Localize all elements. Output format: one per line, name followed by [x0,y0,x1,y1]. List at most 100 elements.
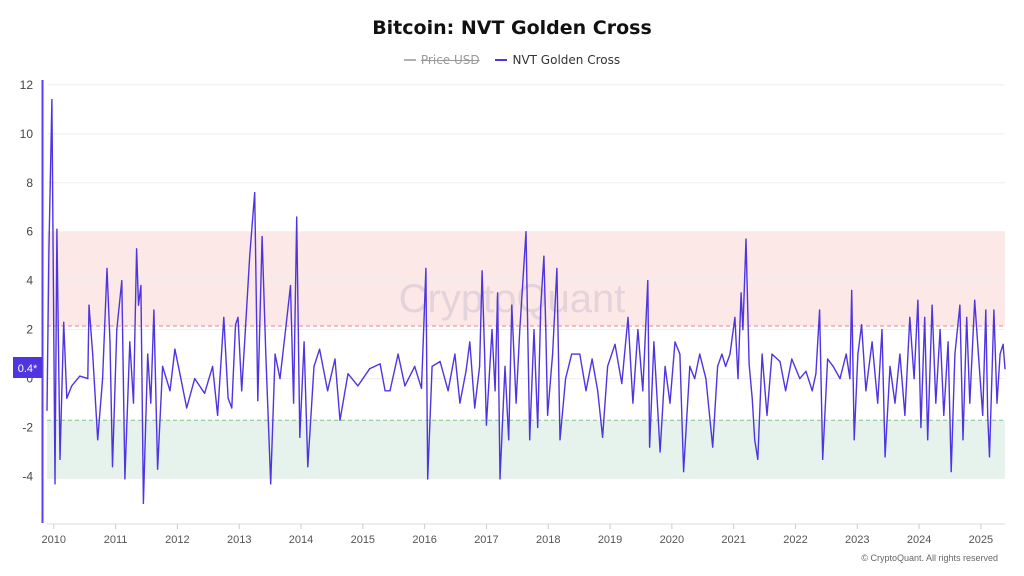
data-point [161,365,164,367]
data-point [485,424,488,426]
data-point [204,392,206,394]
data-point [585,390,587,392]
data-point [56,228,58,230]
data-point [212,365,214,367]
x-tick-label: 2020 [660,534,684,546]
data-point [827,358,829,360]
data-point [299,436,301,438]
data-point [966,316,968,319]
data-point [725,365,727,367]
data-point [270,483,272,485]
y-tick-label: 0 [26,372,33,386]
data-point [889,365,891,367]
legend-item-price-usd[interactable]: Price USD [403,53,480,67]
legend-swatch [495,59,508,61]
data-point [853,439,855,441]
x-tick-label: 2014 [289,534,313,546]
data-point [447,390,449,392]
data-point [791,358,793,360]
data-point [379,363,381,365]
data-point [606,365,609,367]
data-point [1004,368,1006,370]
data-point [129,341,131,343]
data-point [169,390,171,392]
data-point [504,365,506,367]
data-point [111,466,114,468]
data-point [737,377,739,380]
x-tick-label: 2019 [598,534,622,546]
data-point [79,375,81,377]
data-point [669,402,671,404]
data-point [121,280,123,282]
x-tick-label: 2015 [351,534,375,546]
data-point [227,397,229,399]
y-tick-label: 2 [26,323,33,337]
data-point [261,236,263,238]
data-point [525,231,527,233]
data-point [861,324,863,326]
y-tick-label: 4 [26,274,33,288]
data-point [969,402,971,404]
data-point [545,329,547,331]
data-point [771,353,773,355]
data-point [87,377,89,380]
data-point [522,280,524,282]
data-point [683,471,685,473]
data-point [71,385,73,387]
data-point [939,329,941,331]
legend: Price USD NVT Golden Cross [0,50,1024,67]
data-point [186,407,188,409]
data-point [249,255,251,257]
data-point [699,353,701,355]
data-point [799,377,801,380]
data-point [389,390,391,392]
legend-swatch [403,59,416,61]
current-value-marker [13,357,42,378]
data-point [811,390,813,392]
data-point [851,289,853,292]
data-point [284,329,287,331]
data-point [1002,343,1004,345]
data-point [717,365,719,367]
data-point [571,353,573,355]
data-point [993,309,995,311]
data-point [97,439,99,441]
data-point [865,390,867,392]
x-tick-label: 2025 [969,534,993,546]
data-point [515,402,517,404]
data-point [920,426,922,429]
data-point [318,348,321,350]
data-point [537,426,539,429]
data-point [265,353,267,355]
y-tick-label: 6 [26,225,33,239]
data-point [347,373,349,375]
data-point [822,458,824,460]
data-point [927,439,929,441]
data-point [511,304,513,306]
data-point [339,419,341,421]
data-point [244,329,246,331]
data-point [766,414,768,416]
data-point [234,324,237,326]
data-point [721,353,723,355]
data-point [621,382,623,385]
data-point [627,316,629,319]
data-point [591,358,593,360]
data-point [237,316,239,319]
legend-item-nvt-golden-cross[interactable]: NVT Golden Cross [495,53,620,67]
data-point [153,309,155,311]
data-point [404,385,406,387]
data-point [132,402,135,404]
data-point [734,316,736,319]
data-point [439,360,441,363]
data-point [157,468,159,470]
data-point [327,390,329,392]
y-tick-label: -4 [22,469,33,483]
data-point [481,270,483,272]
data-point [303,341,305,343]
data-point [924,316,926,319]
data-point [959,304,961,306]
data-point [63,321,65,323]
data-point [614,343,616,345]
